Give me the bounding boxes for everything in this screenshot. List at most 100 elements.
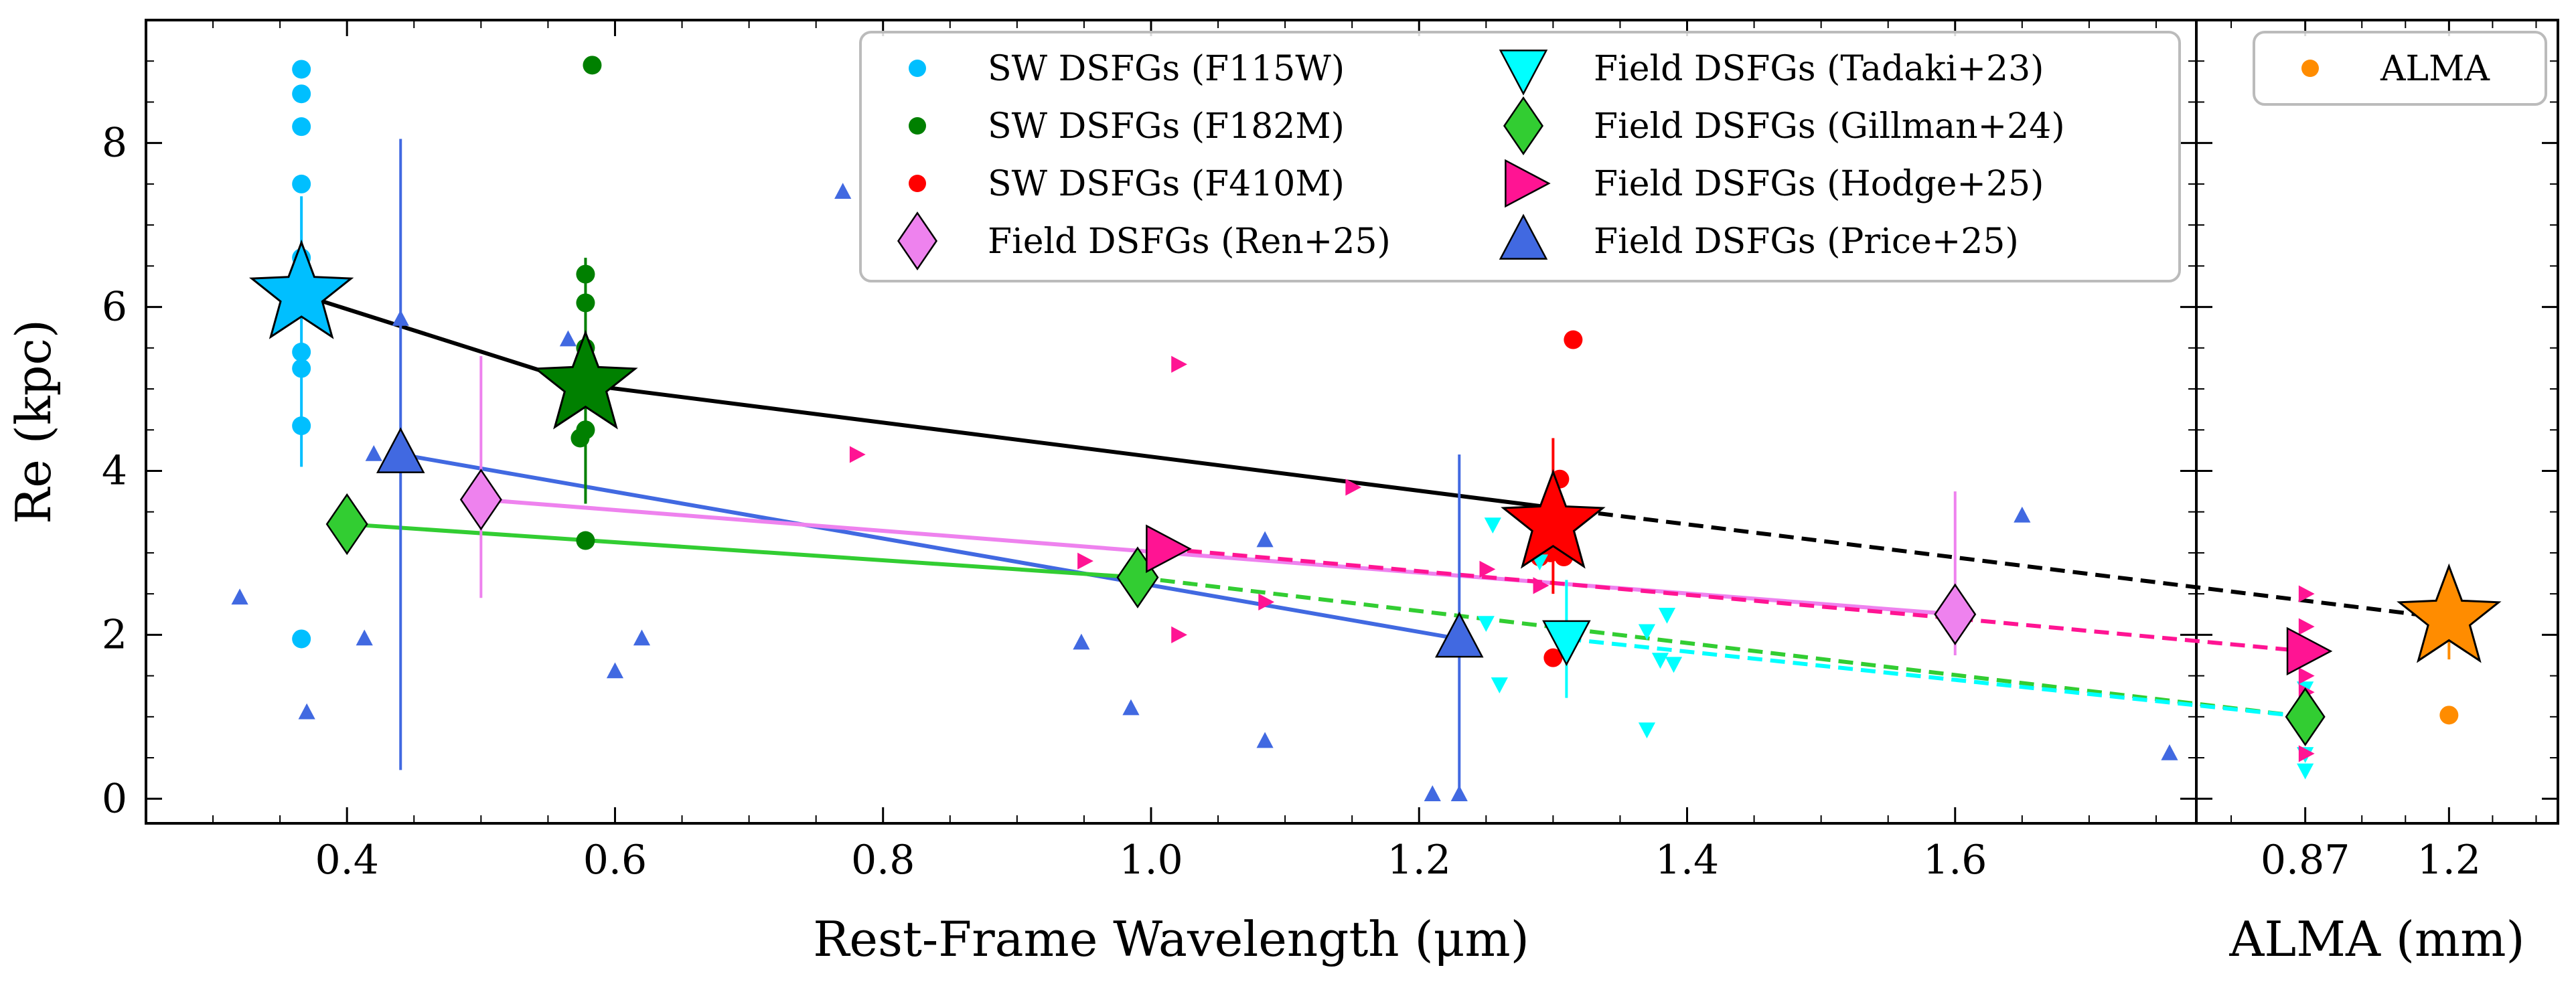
point-field-dsfgs-tadaki-23 [1658, 607, 1676, 624]
point-field-dsfgs-price-25 [2014, 506, 2031, 523]
axis-ticks: 0 2 4 6 8 0.4 0.6 0.8 1.0 1.2 1.4 1.6 0.87 1.2 [102, 20, 2558, 884]
point-field-dsfgs-tadaki-23 [1638, 722, 1656, 739]
point-field-dsfgs-price-25 [1073, 633, 1090, 650]
point-alma [2298, 585, 2315, 602]
x-axis-label-main: Rest-Frame Wavelength (μm) [813, 911, 1529, 967]
legend-marker-field-dsfgs-ren-25 [897, 211, 938, 271]
point-field-dsfgs-price-25 [1122, 699, 1140, 716]
alma-panel [2195, 19, 2559, 825]
point-sw-dsfgs-f410m [1564, 330, 1583, 349]
point-alma [2439, 706, 2459, 725]
point-alma [2298, 745, 2315, 762]
point-field-dsfgs-price-25 [298, 703, 315, 720]
point-sw-dsfgs-f115w [292, 629, 311, 649]
legend-marker-sw-dsfgs-f115w [909, 60, 926, 77]
mean-marker-field-dsfgs-price-25 [1435, 611, 1484, 658]
median-star [248, 239, 354, 339]
x-tick-label: 1.6 [1923, 837, 1987, 884]
trend-lines [301, 293, 2449, 719]
x-tick-label: 1.2 [1387, 837, 1451, 884]
point-alma [2298, 667, 2315, 685]
y-tick-label: 8 [102, 120, 127, 167]
point-field-dsfgs-tadaki-23 [1484, 517, 1501, 534]
point-field-dsfgs-hodge-25 [1077, 552, 1093, 570]
point-field-dsfgs-hodge-25 [1345, 479, 1362, 496]
point-sw-dsfgs-f182m [576, 264, 595, 284]
x-tick-label: 1.2 [2417, 837, 2481, 884]
point-sw-dsfgs-f115w [292, 84, 311, 104]
y-tick-label: 6 [102, 284, 127, 331]
median-star [2397, 563, 2502, 663]
legends: SW DSFGs (F115W) SW DSFGs (F182M) SW DSFGs… [859, 31, 2547, 282]
point-sw-dsfgs-f115w [292, 174, 311, 193]
point-sw-dsfgs-f115w [292, 117, 311, 137]
point-sw-dsfgs-f115w [292, 359, 311, 378]
median-star [1501, 469, 1606, 569]
data-points [231, 56, 2502, 801]
median-star [533, 329, 638, 430]
point-field-dsfgs-price-25 [231, 588, 248, 605]
point-field-dsfgs-ren-25 [459, 469, 502, 531]
trend-line-solid [346, 522, 1138, 580]
y-tick-label: 2 [102, 611, 127, 658]
legend-marker-sw-dsfgs-f410m [909, 175, 926, 192]
x-tick-label: 0.87 [2261, 837, 2350, 884]
y-axis-label: Re (kpc) [5, 319, 62, 524]
legend-marker-alma [2301, 60, 2319, 77]
point-sw-dsfgs-f182m [576, 420, 595, 440]
point-field-dsfgs-price-25 [1256, 531, 1274, 548]
point-sw-dsfgs-f115w [292, 60, 311, 79]
legend-label-sw-dsfgs-f410m: SW DSFGs (F410M) [988, 164, 1345, 204]
legend-marker-field-dsfgs-gillman-24 [1503, 96, 1544, 156]
point-field-dsfgs-price-25 [559, 330, 577, 347]
point-field-dsfgs-hodge-25 [1533, 577, 1549, 594]
point-field-dsfgs-tadaki-23 [1638, 624, 1656, 641]
point-field-dsfgs-price-25 [606, 662, 624, 679]
point-field-dsfgs-price-25 [1256, 732, 1274, 748]
alma-mean-marker [2285, 687, 2326, 746]
point-field-dsfgs-tadaki-23 [1477, 616, 1495, 632]
legend-marker-field-dsfgs-price-25 [1499, 214, 1548, 260]
point-field-dsfgs-hodge-25 [1258, 593, 1275, 610]
point-field-dsfgs-ren-25 [1934, 583, 1977, 645]
legend-label-sw-dsfgs-f115w: SW DSFGs (F115W) [988, 49, 1345, 89]
x-tick-label: 0.8 [851, 837, 915, 884]
mean-marker-field-dsfgs-tadaki-23 [1542, 620, 1591, 667]
point-sw-dsfgs-f115w [292, 342, 311, 361]
trend-line-dashed [1137, 575, 2306, 719]
point-field-dsfgs-price-25 [1424, 785, 1441, 801]
point-sw-dsfgs-f182m [583, 56, 602, 75]
point-field-dsfgs-price-25 [834, 183, 852, 199]
point-field-dsfgs-gillman-24 [325, 493, 368, 556]
x-tick-label: 0.4 [315, 837, 378, 884]
point-field-dsfgs-price-25 [2161, 744, 2178, 760]
x-axis-label-alma: ALMA (mm) [2228, 911, 2524, 967]
trend-line-solid [400, 452, 1460, 641]
point-field-dsfgs-tadaki-23 [1491, 677, 1508, 693]
legend-label-field-dsfgs-tadaki-23: Field DSFGs (Tadaki+23) [1594, 49, 2044, 89]
point-sw-dsfgs-f182m [576, 531, 595, 550]
point-field-dsfgs-price-25 [365, 444, 382, 461]
point-field-dsfgs-hodge-25 [1171, 626, 1188, 643]
y-tick-label: 0 [102, 775, 127, 822]
legend-box-main [859, 31, 2181, 282]
trend-line-dashed [1553, 505, 2449, 621]
alma-plot-frame [2195, 19, 2559, 825]
mean-marker-field-dsfgs-hodge-25 [1146, 524, 1192, 574]
trend-line-solid [301, 293, 1554, 510]
point-sw-dsfgs-f182m [576, 293, 595, 313]
point-field-dsfgs-hodge-25 [849, 446, 866, 463]
point-field-dsfgs-hodge-25 [1479, 560, 1496, 578]
x-tick-label: 1.0 [1119, 837, 1183, 884]
point-field-dsfgs-price-25 [633, 629, 651, 646]
y-tick-label: 4 [102, 447, 127, 494]
legend-label-sw-dsfgs-f182m: SW DSFGs (F182M) [988, 106, 1345, 147]
legend-marker-sw-dsfgs-f182m [909, 117, 926, 135]
alma-mean-marker [2286, 627, 2333, 676]
legend-marker-field-dsfgs-tadaki-23 [1499, 50, 1548, 96]
legend-box-alma [2253, 31, 2547, 106]
legend-label-field-dsfgs-gillman-24: Field DSFGs (Gillman+24) [1594, 106, 2065, 147]
legend-label-field-dsfgs-price-25: Field DSFGs (Price+25) [1594, 222, 2019, 262]
trend-line-dashed [1566, 637, 2305, 719]
